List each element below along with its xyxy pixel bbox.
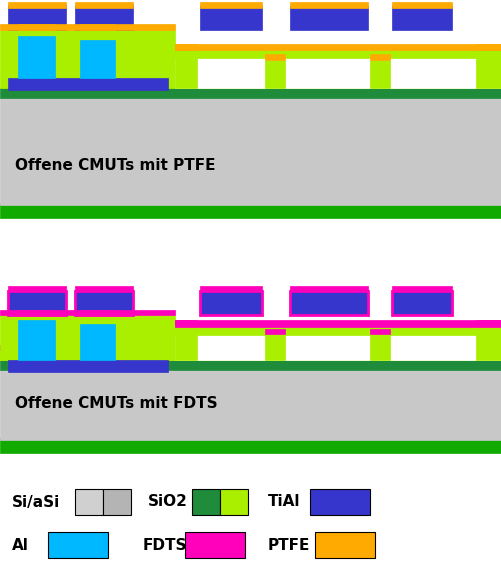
Bar <box>476 320 501 325</box>
Bar <box>75 291 133 315</box>
Bar <box>392 286 452 291</box>
Bar <box>75 291 133 315</box>
Bar <box>220 489 248 515</box>
Bar <box>175 50 501 88</box>
Bar <box>392 291 452 315</box>
Bar <box>175 322 501 327</box>
Bar <box>175 325 501 360</box>
Bar <box>370 60 390 88</box>
Bar <box>200 6 262 30</box>
Bar <box>80 324 115 360</box>
Bar <box>0 350 501 360</box>
Bar <box>80 40 115 78</box>
Bar <box>392 2 452 8</box>
Bar <box>192 489 220 515</box>
Text: TiAl: TiAl <box>268 495 301 510</box>
Bar <box>8 360 168 372</box>
Bar <box>8 5 66 30</box>
Bar <box>175 44 197 50</box>
Bar <box>18 24 55 30</box>
Bar <box>0 438 501 453</box>
Bar <box>265 329 285 334</box>
Bar <box>0 310 175 315</box>
Bar <box>0 360 501 370</box>
Bar <box>175 320 501 325</box>
Bar <box>75 2 133 8</box>
Bar <box>200 2 262 8</box>
Bar <box>290 2 368 8</box>
Bar <box>103 489 131 515</box>
Bar <box>75 5 133 30</box>
Bar <box>265 60 285 88</box>
Bar <box>8 291 66 315</box>
Bar <box>200 286 262 291</box>
Bar <box>0 370 501 440</box>
Bar <box>0 345 501 350</box>
Text: Offene CMUTs mit PTFE: Offene CMUTs mit PTFE <box>15 157 215 173</box>
Bar <box>175 325 197 360</box>
Bar <box>310 489 370 515</box>
Bar <box>8 291 66 315</box>
Bar <box>175 44 501 50</box>
Bar <box>8 78 168 90</box>
Bar <box>290 291 368 315</box>
Bar <box>200 291 262 315</box>
Text: Si/aSi: Si/aSi <box>12 495 60 510</box>
Bar <box>0 78 501 88</box>
Bar <box>18 320 55 360</box>
Bar <box>370 334 390 360</box>
Text: SiO2: SiO2 <box>148 495 188 510</box>
Bar <box>8 2 66 8</box>
Bar <box>265 334 285 360</box>
Bar <box>0 30 175 78</box>
Bar <box>48 532 108 558</box>
Bar <box>290 286 368 291</box>
Text: FDTS: FDTS <box>143 538 187 552</box>
Bar <box>370 54 390 60</box>
Bar <box>392 6 452 30</box>
Bar <box>75 489 103 515</box>
Bar <box>18 36 55 78</box>
Bar <box>290 6 368 30</box>
Bar <box>476 44 501 50</box>
Bar <box>290 291 368 315</box>
Bar <box>0 88 501 98</box>
Bar <box>315 532 375 558</box>
Bar <box>175 50 501 58</box>
Bar <box>175 50 197 88</box>
Text: PTFE: PTFE <box>268 538 311 552</box>
Bar <box>8 286 66 291</box>
Bar <box>175 327 501 335</box>
Bar <box>18 310 55 315</box>
Bar <box>392 291 452 315</box>
Bar <box>476 50 501 88</box>
Bar <box>200 291 262 315</box>
Bar <box>75 286 133 291</box>
Bar <box>0 24 175 30</box>
Text: Offene CMUTs mit FDTS: Offene CMUTs mit FDTS <box>15 396 217 410</box>
Text: Al: Al <box>12 538 29 552</box>
Bar <box>185 532 245 558</box>
Bar <box>0 98 501 205</box>
Bar <box>476 325 501 360</box>
Bar <box>80 24 115 30</box>
Bar <box>80 310 115 315</box>
Bar <box>370 329 390 334</box>
Bar <box>265 54 285 60</box>
Bar <box>0 315 175 360</box>
Bar <box>175 320 197 325</box>
Bar <box>0 203 501 218</box>
